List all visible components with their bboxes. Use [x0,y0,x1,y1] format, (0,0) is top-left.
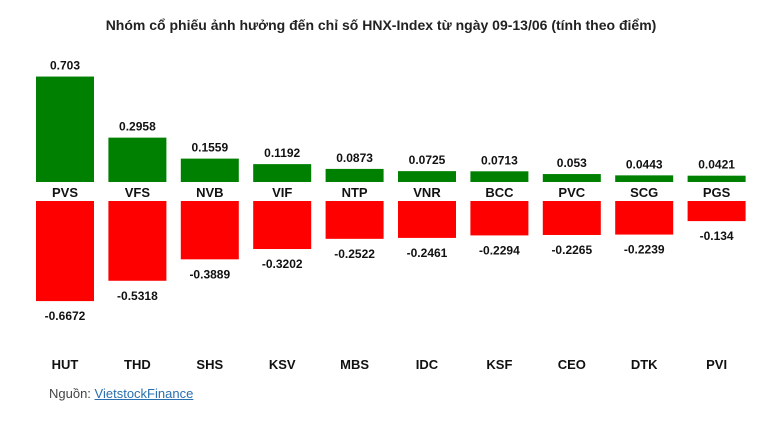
positive-value-label: 0.0443 [626,157,663,171]
negative-category-label: KSV [269,357,296,372]
negative-bar [180,201,239,260]
positive-value-label: 0.0421 [698,158,735,172]
positive-category-label: PVS [52,185,78,200]
positive-category-label: NVB [196,185,223,200]
negative-category-label: CEO [558,357,586,372]
negative-category-label: THD [124,357,151,372]
positive-bar [108,137,167,182]
negative-bar [325,201,384,239]
negative-value-label: -0.2239 [624,243,665,257]
positive-bar [36,76,94,182]
negative-value-label: -0.2461 [407,246,448,260]
negative-bar [470,201,529,236]
negative-value-label: -0.6672 [45,309,86,323]
negative-bar [687,201,746,222]
positive-value-label: 0.703 [50,59,80,73]
negative-bar [398,201,456,238]
positive-value-label: 0.2958 [119,120,156,134]
source-label: Nguồn: [49,386,95,401]
positive-category-label: BCC [485,185,514,200]
negative-category-label: DTK [631,357,658,372]
positive-bar [325,168,384,182]
positive-value-label: 0.0713 [481,153,518,167]
negative-value-label: -0.2265 [551,243,592,257]
negative-bar [253,201,312,250]
positive-category-label: SCG [630,185,658,200]
negative-value-label: -0.134 [700,229,734,243]
negative-value-label: -0.3202 [262,257,303,271]
negative-category-label: PVI [706,357,727,372]
source-link[interactable]: VietstockFinance [94,386,194,401]
positive-category-label: VNR [413,185,441,200]
positive-bar [253,164,312,182]
negative-bar [108,201,167,281]
positive-bar [180,158,239,182]
positive-bar [615,175,674,182]
chart-title: Nhóm cổ phiếu ảnh hưởng đến chỉ số HNX-I… [105,17,657,33]
negative-value-label: -0.2522 [334,247,375,261]
positive-category-label: NTP [342,185,368,200]
positive-bar [687,175,746,182]
positive-value-label: 0.1192 [264,146,300,160]
positive-bar [470,171,529,182]
negative-category-label: HUT [52,357,79,372]
negative-category-label: MBS [340,357,369,372]
negative-category-label: KSF [486,357,512,372]
negative-bar [615,201,674,235]
negative-category-label: SHS [196,357,223,372]
positive-bar [398,171,456,182]
positive-value-label: 0.0725 [409,153,446,167]
negative-value-label: -0.2294 [479,243,520,257]
negative-value-label: -0.5318 [117,289,158,303]
positive-bar [542,174,601,182]
positive-value-label: 0.053 [557,156,587,170]
positive-value-label: 0.0873 [336,151,373,165]
negative-bar [36,201,94,302]
negative-value-label: -0.3889 [189,267,230,281]
positive-category-label: PVC [558,185,585,200]
positive-value-label: 0.1559 [191,141,228,155]
negative-category-label: IDC [416,357,439,372]
negative-bar [542,201,601,235]
positive-category-label: VFS [125,185,151,200]
source-note: Nguồn: VietstockFinance [49,386,193,401]
positive-category-label: PGS [703,185,731,200]
positive-category-label: VIF [272,185,292,200]
